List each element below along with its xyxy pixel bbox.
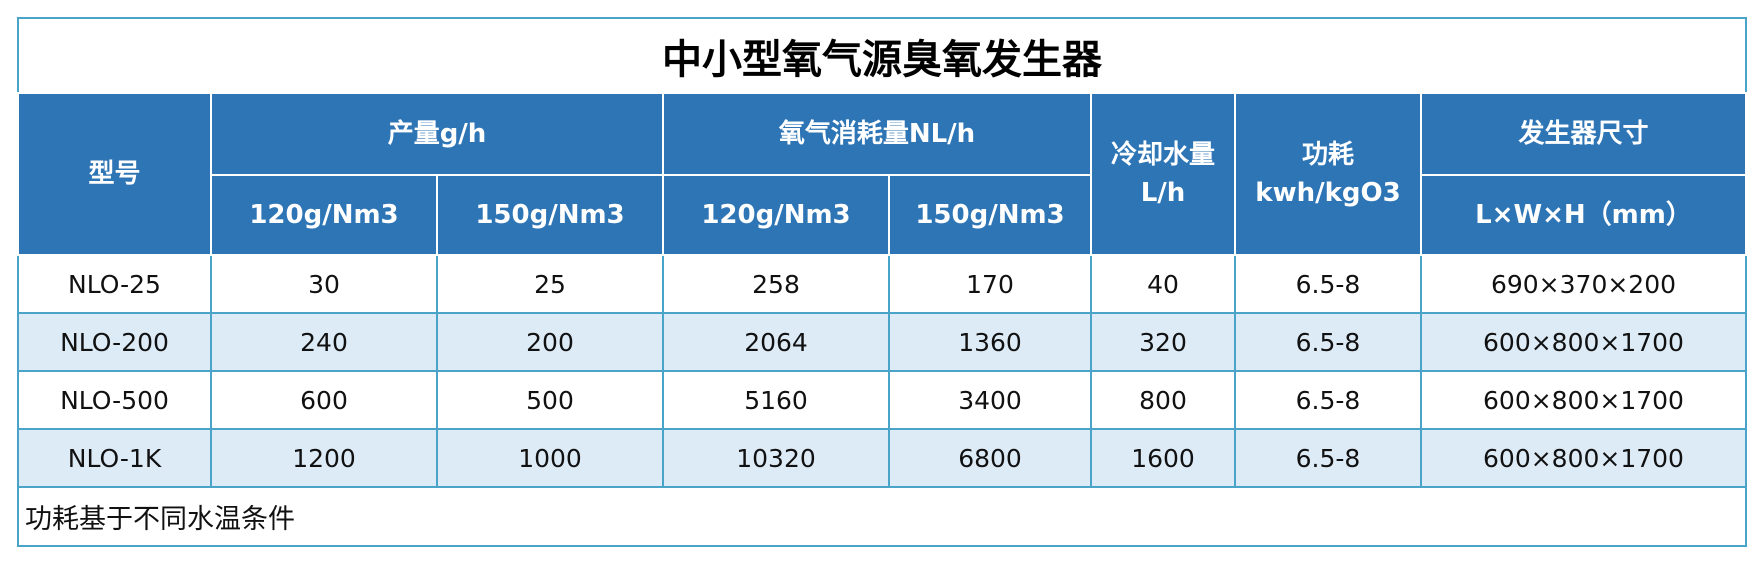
table-row: NLO-200 240 200 2064 1360 320 6.5-8 600×800×170…	[17, 312, 1747, 372]
header-cell: 产量g/h	[210, 92, 664, 176]
table-cell: 200	[436, 312, 664, 372]
table-cell: 6800	[888, 428, 1092, 488]
table-cell: 25	[436, 254, 664, 314]
table-cell: 10320	[662, 428, 890, 488]
table-cell: 600×800×1700	[1420, 312, 1747, 372]
table-row: NLO-1K 1200 1000 10320 6800 1600 6.5-8 600×800×…	[17, 428, 1747, 488]
table-cell: 6.5-8	[1234, 254, 1422, 314]
table-row: NLO-25 30 25 258 170 40 6.5-8 690×370×200	[17, 254, 1747, 314]
header-cell: 120g/Nm3	[662, 174, 890, 256]
table-cell: 6.5-8	[1234, 428, 1422, 488]
header-cell: 功耗 kwh/kgO3	[1234, 92, 1422, 256]
table-cell: 800	[1090, 370, 1236, 430]
table-cell: 40	[1090, 254, 1236, 314]
table-cell: 170	[888, 254, 1092, 314]
table-cell: 1600	[1090, 428, 1236, 488]
table-cell: 3400	[888, 370, 1092, 430]
header-cell: 氧气消耗量NL/h	[662, 92, 1092, 176]
table-cell: 2064	[662, 312, 890, 372]
table-title: 中小型氧气源臭氧发生器	[18, 18, 1746, 93]
table-cell: 240	[210, 312, 438, 372]
table-cell: 258	[662, 254, 890, 314]
table-cell: NLO-500	[17, 370, 212, 430]
spec-table: 中小型氧气源臭氧发生器 型号 产量g/h 氧气消耗量NL/h 冷却水量 L/h …	[17, 17, 1747, 547]
table-cell: 600	[210, 370, 438, 430]
table-cell: NLO-1K	[17, 428, 212, 488]
note: 功耗基于不同水温条件	[18, 486, 1746, 546]
table-cell: 500	[436, 370, 664, 430]
header-cell: 150g/Nm3	[436, 174, 664, 256]
table-cell: 600×800×1700	[1420, 428, 1747, 488]
header-cell: 发生器尺寸	[1420, 92, 1747, 176]
table-cell: 1000	[436, 428, 664, 488]
header-cell: 120g/Nm3	[210, 174, 438, 256]
table-cell: 320	[1090, 312, 1236, 372]
table-cell: 5160	[662, 370, 890, 430]
header-cell: L×W×H（mm）	[1420, 174, 1747, 256]
table-cell: 690×370×200	[1420, 254, 1747, 314]
table-cell: 30	[210, 254, 438, 314]
table-cell: NLO-25	[17, 254, 212, 314]
table-cell: 1360	[888, 312, 1092, 372]
header-cell: 型号	[17, 92, 212, 256]
header-cell: 150g/Nm3	[888, 174, 1092, 256]
table-cell: NLO-200	[17, 312, 212, 372]
header-cell: 冷却水量 L/h	[1090, 92, 1236, 256]
table-cell: 600×800×1700	[1420, 370, 1747, 430]
table-cell: 6.5-8	[1234, 312, 1422, 372]
note-row: 功耗基于不同水温条件	[18, 486, 1746, 546]
table-row: NLO-500 600 500 5160 3400 800 6.5-8 600×800×170…	[17, 370, 1747, 430]
table-cell: 1200	[210, 428, 438, 488]
table-cell: 6.5-8	[1234, 370, 1422, 430]
